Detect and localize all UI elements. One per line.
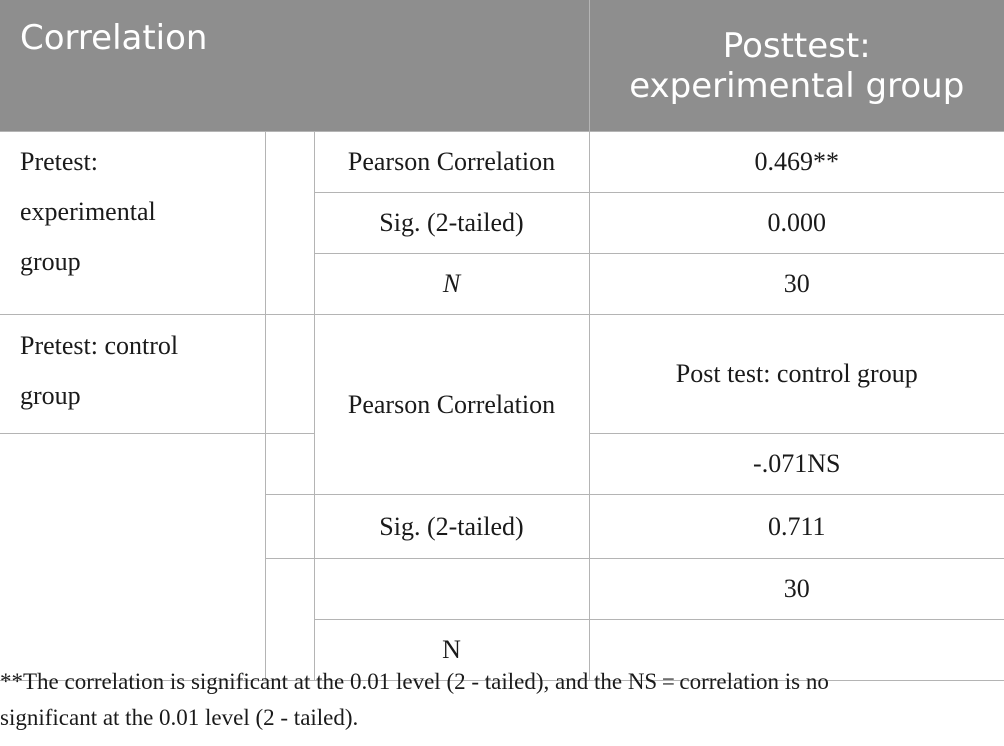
value-sig-control: 0.711 [588, 494, 1004, 559]
pretest-ctl-line2: group [20, 381, 81, 410]
pretest-ctl-line1: Pretest: control [20, 331, 179, 360]
stat-label-n-control: N [313, 619, 590, 681]
spacer-cell [264, 131, 315, 315]
value-sig-experimental: 0.000 [588, 192, 1004, 254]
stat-label-n: N [313, 253, 590, 315]
header-row: Correlation Posttest: experimental group [0, 0, 1004, 132]
header-posttest-experimental: Posttest: experimental group [588, 0, 1004, 132]
stat-label-pearson-control: Pearson Correlation [313, 314, 590, 495]
spacer-cell [264, 314, 315, 434]
value-n-experimental: 30 [588, 253, 1004, 315]
footnote-line1: **The correlation is significant at the … [0, 669, 829, 694]
stat-label-sig: Sig. (2-tailed) [313, 192, 590, 254]
stat-label-pearson: Pearson Correlation [313, 131, 590, 193]
value-pearson-experimental: 0.469** [588, 131, 1004, 193]
value-pearson-control: -.071NS [588, 433, 1004, 495]
pretest-exp-line3: group [20, 247, 81, 276]
table-row: Pretest: experimental group Pearson Corr… [0, 131, 1004, 315]
footnote-line2: significant at the 0.01 level (2 - taile… [0, 705, 359, 730]
table-row: Pretest: control group Pearson Correlati… [0, 314, 1004, 495]
correlation-table: Correlation Posttest: experimental group… [0, 0, 1004, 681]
table-row: 30 [0, 558, 1004, 681]
header-correlation: Correlation [0, 0, 590, 132]
subheader-posttest-control: Post test: control group [588, 314, 1004, 434]
table-row: N [0, 619, 1004, 681]
table-row: -.071NS [0, 433, 1004, 681]
table-row: N 30 [0, 253, 1004, 315]
empty-cell [588, 619, 1004, 681]
spacer-cell [264, 433, 315, 495]
spacer-cell [264, 558, 315, 681]
table-row: Sig. (2-tailed) 0.000 [0, 192, 1004, 254]
header-correlation-label: Correlation [20, 18, 208, 58]
header-posttest-line1: Posttest: [722, 25, 871, 66]
table-row: Sig. (2-tailed) 0.711 [0, 494, 1004, 559]
header-posttest-line2: experimental group [629, 65, 965, 106]
empty-cell [313, 558, 590, 620]
row-label-pretest-control: Pretest: control group [0, 314, 266, 434]
stat-label-sig-control: Sig. (2-tailed) [313, 494, 590, 559]
value-n-control: 30 [588, 558, 1004, 620]
pretest-exp-line2: experimental [20, 197, 156, 226]
spacer-cell [264, 494, 315, 559]
row-label-pretest-experimental: Pretest: experimental group [0, 131, 266, 315]
table-footnote: **The correlation is significant at the … [0, 664, 990, 736]
pretest-exp-line1: Pretest: [20, 147, 98, 176]
empty-label-cell [0, 433, 266, 681]
